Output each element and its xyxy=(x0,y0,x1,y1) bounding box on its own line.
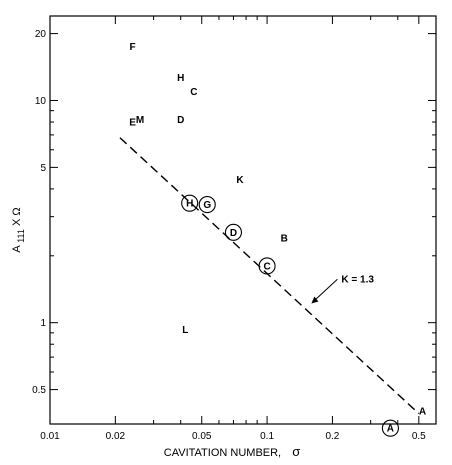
circled-data-point: H xyxy=(186,199,193,210)
y-axis-title-sub: 111 xyxy=(16,229,26,243)
x-tick-label: 0.02 xyxy=(106,431,126,442)
x-tick-label: 0.1 xyxy=(260,431,274,442)
x-tick-label: 0.5 xyxy=(412,431,426,442)
data-point: K xyxy=(236,175,244,186)
k-annotation-label: K = 1.3 xyxy=(341,274,374,285)
circled-point-ring xyxy=(181,194,199,212)
y-tick-label: 0.5 xyxy=(32,385,46,396)
circled-data-point: D xyxy=(230,228,237,239)
x-axis-title: CAVITATION NUMBER, σ xyxy=(164,444,300,459)
fit-line-layer: K = 1.3 xyxy=(119,137,420,415)
y-axis-title-main: A xyxy=(11,245,23,253)
circled-data-point: A xyxy=(387,424,394,435)
y-tick-label: 20 xyxy=(35,29,47,40)
x-tick-label: 0.05 xyxy=(192,431,212,442)
y-axis-title: A 111 X Ω xyxy=(11,207,27,252)
data-point: D xyxy=(177,115,184,126)
circled-point-ring xyxy=(224,223,243,241)
k-leader-line xyxy=(313,278,338,302)
x-tick-label: 0.2 xyxy=(325,431,339,442)
circled-point-ring xyxy=(198,196,216,214)
x-tick-label: 0.01 xyxy=(40,431,60,442)
data-point: A xyxy=(419,407,426,418)
circled-data-point: C xyxy=(263,261,270,272)
y-tick-label: 5 xyxy=(40,163,46,174)
data-point: C xyxy=(190,87,197,98)
data-point: H xyxy=(177,73,184,84)
tick-layer: 0.01 0.02 0.05 0.1 0.2 0.5 0.5 1 5 10 20 xyxy=(32,16,436,442)
y-tick-label: 1 xyxy=(40,318,46,329)
k-fit-line xyxy=(119,137,420,415)
x-axis-sigma: σ xyxy=(292,444,300,459)
circled-point-ring xyxy=(381,419,399,437)
k-leader-arrowhead xyxy=(311,296,319,304)
data-point: M xyxy=(136,115,144,126)
circled-point-ring xyxy=(258,257,276,275)
circled-data-point: G xyxy=(203,200,211,211)
data-point: F xyxy=(129,42,135,53)
data-point: E xyxy=(129,118,136,129)
y-axis-title-rest: X Ω xyxy=(11,207,23,226)
plot-frame xyxy=(49,15,437,425)
y-tick-label: 10 xyxy=(35,96,47,107)
data-point: B xyxy=(281,234,288,245)
data-point: L xyxy=(182,325,188,336)
x-axis-title-text: CAVITATION NUMBER, xyxy=(164,447,281,459)
